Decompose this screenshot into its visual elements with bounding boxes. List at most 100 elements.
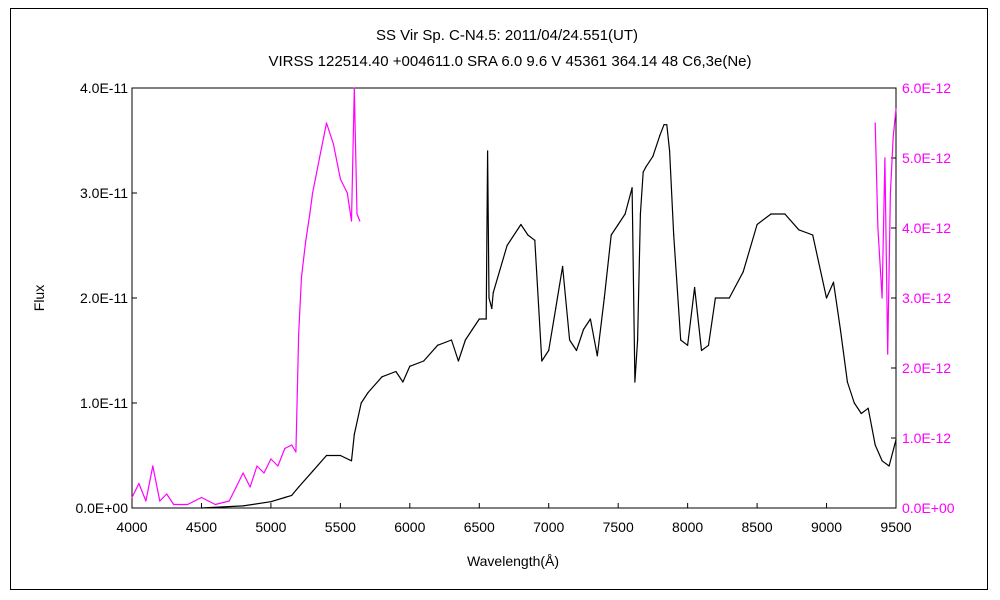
spectrum-series-magenta <box>131 87 897 506</box>
spectrum-series-black-point <box>402 381 404 383</box>
spectrum-series-magenta-point <box>339 178 341 180</box>
spectrum-series-black-point <box>895 439 897 441</box>
spectrum-series-black-point <box>582 328 585 331</box>
spectrum-series-black-point <box>284 496 286 499</box>
spectrum-series-black-point <box>487 150 489 152</box>
spectrum-series-magenta-point <box>291 444 293 446</box>
x-axis-label: Wavelength(Å) <box>467 553 559 569</box>
spectrum-series-black-point <box>548 349 550 352</box>
spectrum-series-magenta-point <box>881 297 883 299</box>
spectrum-series-black-point <box>381 376 383 378</box>
spectrum-series-magenta-point <box>353 87 355 89</box>
spectrum-series-magenta-point <box>332 143 335 145</box>
x-tick-label: 8000 <box>672 519 703 535</box>
spectrum-series-magenta-point <box>895 108 897 110</box>
spectrum-series-black-point <box>663 124 665 126</box>
spectrum-series-magenta-point <box>159 500 161 502</box>
spectrum-series-black-point <box>471 328 473 331</box>
spectrum-series-black-point <box>242 505 244 507</box>
x-tick-label: 6000 <box>394 519 425 535</box>
spectrum-series-magenta-point <box>284 447 286 450</box>
y2-tick-label: 6.0E-12 <box>902 80 951 96</box>
spectrum-series-black-point <box>639 213 642 215</box>
spectrum-series-magenta-point <box>235 486 237 488</box>
spectrum-series-black-point <box>867 407 869 409</box>
spectrum-series-black-point <box>624 213 626 215</box>
spectrum-series-magenta-point <box>305 241 307 243</box>
chart-title: SS Vir Sp. C-N4.5: 2011/04/24.551(UT) <box>376 27 638 44</box>
spectrum-series-black-point <box>659 134 661 136</box>
y2-tick-label: 0.0E+00 <box>902 500 955 516</box>
spectrum-series-magenta-point <box>295 451 297 453</box>
spectrum-series-black-point <box>756 223 758 226</box>
spectrum-series-black-point <box>527 234 529 236</box>
spectrum-series-black-point <box>291 494 293 496</box>
spectrum-series-magenta-point <box>298 332 300 334</box>
spectrum-series-black-point <box>687 344 689 346</box>
spectrum-series-black-point <box>541 360 543 362</box>
spectrum-series-black-point <box>637 339 639 341</box>
x-tick-label: 4000 <box>116 519 147 535</box>
y-tick-label: 2.0E-11 <box>80 290 128 306</box>
spectrum-series-black-point <box>409 365 411 367</box>
spectrum-series-magenta-point <box>186 503 189 506</box>
y2-tick-label: 4.0E-12 <box>902 220 951 236</box>
x-tick-label: 4500 <box>186 519 217 535</box>
spectrum-series-black-point <box>853 402 855 404</box>
spectrum-series-black-point <box>652 155 654 157</box>
y-tick-label: 4.0E-11 <box>80 80 128 96</box>
spectrum-series-magenta-point <box>309 213 311 215</box>
y-axis-right: 0.0E+00 1.0E-12 2.0E-12 3.0E-12 4.0E-12 5.0E-… <box>891 80 955 516</box>
spectrum-series-black-point <box>707 344 710 346</box>
spectrum-series-black-point <box>881 460 883 462</box>
x-tick-label: 6500 <box>464 519 495 535</box>
spectrum-series-black-point <box>562 265 564 268</box>
spectrum-series-magenta-point <box>249 486 251 488</box>
x-tick-label: 7500 <box>603 519 634 535</box>
spectrum-series-black-point <box>485 318 487 320</box>
spectrum-series-black-point <box>534 239 536 241</box>
spectrum-series-black-point <box>839 328 842 331</box>
y-tick-label: 1.0E-11 <box>80 395 128 411</box>
spectrum-series-magenta-point <box>311 192 314 194</box>
spectrum-series-black-point <box>555 307 557 310</box>
spectrum-series-black-point <box>298 486 300 488</box>
spectrum-series-black-point <box>846 381 848 383</box>
spectrum-series-magenta-point <box>350 220 353 222</box>
spectrum-series-black-point <box>367 391 369 394</box>
spectrum-series-black-point <box>457 360 460 362</box>
spectrum-series-magenta-point <box>145 500 147 502</box>
spectrum-series-black-point <box>603 297 605 299</box>
y2-tick-label: 5.0E-12 <box>902 150 951 166</box>
chart-frame <box>10 8 988 590</box>
spectrum-series-magenta-point <box>889 192 892 194</box>
x-tick-label: 5500 <box>325 519 356 535</box>
spectrum-series-black-point <box>575 349 578 352</box>
spectrum-series-black <box>201 124 897 509</box>
spectrum-series-magenta-point <box>346 192 348 194</box>
spectrum-series-magenta-point <box>892 136 894 138</box>
spectrum-series-magenta-point <box>887 353 889 355</box>
spectrum-series-black-point <box>506 244 508 247</box>
spectrum-series-black-point <box>311 470 314 472</box>
spectrum-series-magenta-point <box>318 157 321 159</box>
x-axis: 4000 4500 5000 5500 6000 6500 7000 7500 8000 8500… <box>116 503 912 535</box>
spectrum-series-black-point <box>860 412 862 415</box>
spectrum-series-black-point <box>520 223 522 226</box>
spectrum-series-magenta-point <box>325 122 328 124</box>
spectrum-series-black-point <box>874 444 876 446</box>
x-tick-label: 9000 <box>811 519 842 535</box>
spectrum-series-black-point <box>488 297 490 299</box>
spectrum-series-black-point <box>631 187 633 189</box>
spectrum-series-magenta-point <box>874 122 876 124</box>
spectrum-series-magenta-point <box>884 157 886 159</box>
spectrum-series-magenta-point <box>228 500 230 502</box>
spectrum-series-black-point <box>491 307 493 310</box>
spectrum-series-black-point <box>812 234 814 236</box>
spectrum-series-black-point <box>395 370 397 373</box>
y2-tick-label: 1.0E-12 <box>902 430 951 446</box>
spectrum-series-black-point <box>714 297 717 299</box>
spectrum-series-magenta-point <box>300 276 303 278</box>
spectrum-series-black-point <box>464 339 466 341</box>
